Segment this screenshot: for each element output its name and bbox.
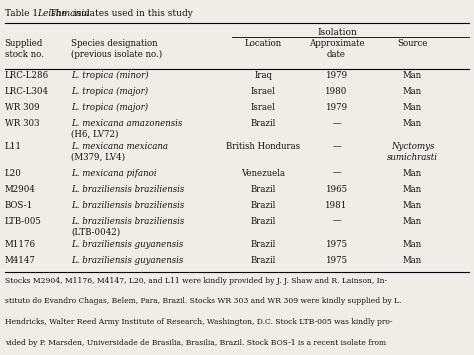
Text: L. braziliensis braziliensis: L. braziliensis braziliensis (71, 201, 184, 209)
Text: Brazil: Brazil (250, 201, 276, 209)
Text: Approximate
date: Approximate date (309, 39, 365, 59)
Text: L. braziliensis guyanensis: L. braziliensis guyanensis (71, 256, 183, 264)
Text: Hendricks, Walter Reed Army Institute of Research, Washington, D.C. Stock LTB-00: Hendricks, Walter Reed Army Institute of… (5, 318, 392, 326)
Text: L. mexicana mexicana: L. mexicana mexicana (71, 142, 168, 151)
Text: Man: Man (403, 87, 422, 96)
Text: L. tropica (major): L. tropica (major) (71, 103, 148, 112)
Text: L20: L20 (5, 169, 22, 178)
Text: (LTB-0042): (LTB-0042) (71, 227, 120, 236)
Text: LRC-L286: LRC-L286 (5, 71, 49, 80)
Text: Man: Man (403, 103, 422, 112)
Text: Man: Man (403, 169, 422, 178)
Text: Species designation
(previous isolate no.): Species designation (previous isolate no… (71, 39, 163, 59)
Text: Man: Man (403, 119, 422, 128)
Text: —: — (332, 142, 341, 151)
Text: 1975: 1975 (326, 256, 347, 264)
Text: Man: Man (403, 217, 422, 225)
Text: M4147: M4147 (5, 256, 36, 264)
Text: —: — (332, 119, 341, 128)
Text: Leishmania: Leishmania (37, 9, 90, 18)
Text: M1176: M1176 (5, 240, 36, 248)
Text: Iraq: Iraq (254, 71, 272, 80)
Text: Supplied
stock no.: Supplied stock no. (5, 39, 44, 59)
Text: sumichrasti: sumichrasti (387, 153, 438, 162)
Text: BOS-1: BOS-1 (5, 201, 33, 209)
Text: Nyctomys: Nyctomys (391, 142, 434, 151)
Text: LTB-005: LTB-005 (5, 217, 42, 225)
Text: Brazil: Brazil (250, 119, 276, 128)
Text: stituto do Evandro Chagas, Belem, Para, Brazil. Stocks WR 303 and WR 309 were ki: stituto do Evandro Chagas, Belem, Para, … (5, 297, 401, 306)
Text: Location: Location (245, 39, 282, 48)
Text: Table 1.   The: Table 1. The (5, 9, 70, 18)
Text: L. braziliensis braziliensis: L. braziliensis braziliensis (71, 185, 184, 193)
Text: isolates used in this study: isolates used in this study (71, 9, 193, 18)
Text: L. braziliensis braziliensis: L. braziliensis braziliensis (71, 217, 184, 225)
Text: (M379, LV4): (M379, LV4) (71, 153, 125, 162)
Text: British Honduras: British Honduras (226, 142, 300, 151)
Text: Stocks M2904, M1176, M4147, L20, and L11 were kindly provided by J. J. Shaw and : Stocks M2904, M1176, M4147, L20, and L11… (5, 277, 387, 285)
Text: 1979: 1979 (326, 103, 347, 112)
Text: Isolation: Isolation (318, 28, 358, 37)
Text: Brazil: Brazil (250, 217, 276, 225)
Text: Man: Man (403, 201, 422, 209)
Text: (H6, LV72): (H6, LV72) (71, 130, 118, 138)
Text: 1981: 1981 (325, 201, 348, 209)
Text: L. tropica (minor): L. tropica (minor) (71, 71, 149, 80)
Text: Man: Man (403, 240, 422, 248)
Text: LRC-L304: LRC-L304 (5, 87, 49, 96)
Text: WR 309: WR 309 (5, 103, 39, 112)
Text: 1980: 1980 (325, 87, 348, 96)
Text: Man: Man (403, 256, 422, 264)
Text: —: — (332, 169, 341, 178)
Text: 1979: 1979 (326, 71, 347, 80)
Text: Brazil: Brazil (250, 185, 276, 193)
Text: Israel: Israel (251, 103, 275, 112)
Text: 1975: 1975 (326, 240, 347, 248)
Text: Brazil: Brazil (250, 256, 276, 264)
Text: L11: L11 (5, 142, 22, 151)
Text: WR 303: WR 303 (5, 119, 39, 128)
Text: —: — (332, 217, 341, 225)
Text: L. tropica (major): L. tropica (major) (71, 87, 148, 96)
Text: Brazil: Brazil (250, 240, 276, 248)
Text: vided by P. Marsden, Universidade de Brasilia, Brasilia, Brazil. Stock BOS-1 is : vided by P. Marsden, Universidade de Bra… (5, 339, 386, 347)
Text: 1965: 1965 (326, 185, 347, 193)
Text: M2904: M2904 (5, 185, 36, 193)
Text: Man: Man (403, 185, 422, 193)
Text: Venezuela: Venezuela (241, 169, 285, 178)
Text: L. mexicana pifanoi: L. mexicana pifanoi (71, 169, 157, 178)
Text: Israel: Israel (251, 87, 275, 96)
Text: L. braziliensis guyanensis: L. braziliensis guyanensis (71, 240, 183, 248)
Text: Man: Man (403, 71, 422, 80)
Text: Source: Source (397, 39, 428, 48)
Text: L. mexicana amazonensis: L. mexicana amazonensis (71, 119, 182, 128)
